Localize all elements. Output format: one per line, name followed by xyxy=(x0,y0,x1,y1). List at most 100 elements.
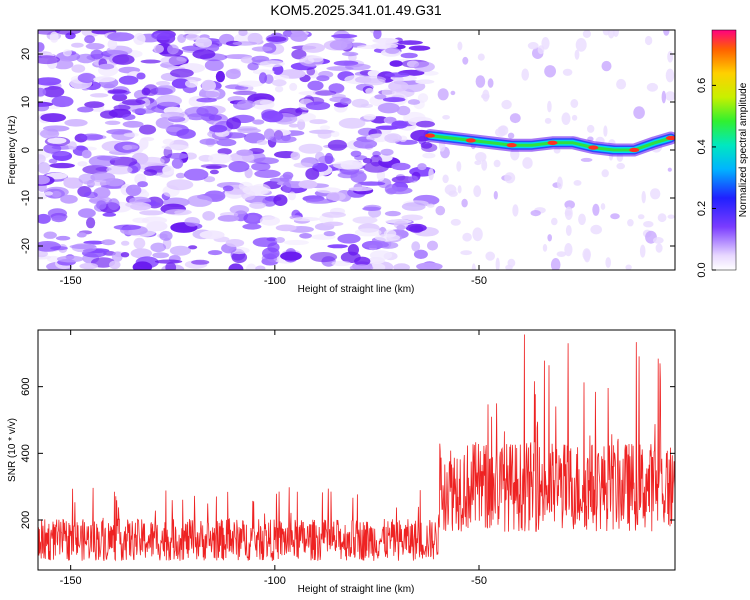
noise-blob xyxy=(96,155,121,161)
noise-blob xyxy=(587,124,595,133)
noise-blob xyxy=(76,232,87,238)
noise-blob xyxy=(141,137,155,142)
noise-blob xyxy=(201,79,216,92)
noise-blob xyxy=(442,115,450,120)
noise-blob xyxy=(457,185,462,194)
noise-blob xyxy=(641,190,646,204)
noise-blob xyxy=(242,223,262,230)
noise-blob xyxy=(237,100,256,109)
noise-blob xyxy=(63,177,75,186)
noise-blob xyxy=(289,82,298,91)
noise-blob xyxy=(384,133,402,144)
noise-blob xyxy=(137,181,149,188)
noise-blob xyxy=(610,213,620,220)
noise-blob xyxy=(167,152,189,160)
noise-blob xyxy=(259,216,280,226)
noise-blob xyxy=(122,144,139,150)
noise-blob xyxy=(209,124,228,133)
noise-blob xyxy=(38,87,47,97)
noise-blob xyxy=(170,68,194,78)
noise-blob xyxy=(185,34,200,41)
noise-blob xyxy=(307,80,324,91)
noise-blob xyxy=(139,156,165,166)
noise-blob xyxy=(51,95,74,108)
noise-blob xyxy=(106,165,133,175)
noise-blob xyxy=(111,251,123,262)
noise-blob xyxy=(437,88,449,101)
noise-blob xyxy=(55,235,71,241)
signal-peak xyxy=(629,147,640,153)
colorbar-tick-label: 0.0 xyxy=(696,262,708,277)
chart-title: KOM5.2025.341.01.49.G31 xyxy=(270,2,441,18)
noise-blob xyxy=(156,85,176,95)
noise-blob xyxy=(349,264,374,270)
noise-blob xyxy=(236,149,254,156)
noise-blob xyxy=(493,190,498,200)
noise-blob xyxy=(382,97,406,103)
noise-blob xyxy=(605,257,611,268)
noise-blob xyxy=(200,163,228,169)
noise-blob xyxy=(462,232,472,242)
noise-blob xyxy=(238,30,248,37)
noise-blob xyxy=(396,105,411,116)
spectrogram-y-label: Frequency (Hz) xyxy=(7,116,18,185)
noise-blob xyxy=(396,224,406,231)
noise-blob xyxy=(141,98,151,107)
noise-blob xyxy=(326,191,346,202)
noise-blob xyxy=(38,103,50,112)
colorbar-tick-label: 0.2 xyxy=(696,201,708,216)
noise-blob xyxy=(365,87,374,95)
noise-blob xyxy=(40,113,66,123)
noise-blob xyxy=(417,93,429,103)
noise-blob xyxy=(251,162,271,171)
noise-blob xyxy=(125,184,142,196)
noise-blob xyxy=(667,214,675,219)
spectrogram-panel: -150 -100 -50 20 10 0 -10 -20 Height of straig… xyxy=(7,29,676,295)
noise-blob xyxy=(413,249,428,259)
noise-blob xyxy=(305,198,334,204)
noise-blob xyxy=(416,120,435,128)
noise-blob xyxy=(302,42,325,53)
noise-blob xyxy=(495,257,500,270)
noise-blob xyxy=(380,148,394,156)
noise-blob xyxy=(339,168,365,175)
noise-blob xyxy=(228,161,250,173)
noise-blob xyxy=(77,161,88,167)
noise-blob xyxy=(290,151,301,161)
noise-blob xyxy=(509,113,521,124)
spectrogram-y-ticks: 20 10 0 -10 -20 xyxy=(20,48,675,254)
noise-blob xyxy=(195,37,212,48)
noise-blob xyxy=(247,62,259,71)
noise-blob xyxy=(306,67,316,76)
snr-x-ticks: -150 -100 -50 xyxy=(60,330,487,587)
x-tick-label: -100 xyxy=(264,575,286,587)
noise-blob xyxy=(408,45,431,51)
noise-blob xyxy=(471,263,476,270)
noise-blob xyxy=(307,55,324,63)
noise-blob xyxy=(207,250,223,256)
noise-blob xyxy=(79,262,98,270)
noise-blob xyxy=(118,75,139,85)
noise-blob xyxy=(391,162,411,171)
noise-blob xyxy=(397,40,423,45)
noise-blob xyxy=(541,37,550,50)
noise-blob xyxy=(81,149,92,159)
colorbar: 0.0 0.2 0.4 0.6 Normalized spectral amplitu… xyxy=(696,29,749,278)
noise-blob xyxy=(131,108,156,114)
noise-blob xyxy=(580,157,593,162)
noise-blob xyxy=(501,99,512,110)
noise-blob xyxy=(340,97,352,105)
noise-blob xyxy=(133,33,146,45)
noise-blob xyxy=(107,39,118,50)
noise-blob xyxy=(160,111,185,120)
noise-blob xyxy=(417,163,427,171)
noise-blob xyxy=(254,169,281,178)
noise-blob xyxy=(196,105,219,117)
spectrogram-x-ticks: -150 -100 -50 xyxy=(60,30,487,287)
noise-blob xyxy=(329,39,353,51)
noise-blob xyxy=(571,114,578,121)
noise-blob xyxy=(544,65,556,78)
noise-blob xyxy=(139,210,165,216)
noise-blob xyxy=(373,30,382,40)
